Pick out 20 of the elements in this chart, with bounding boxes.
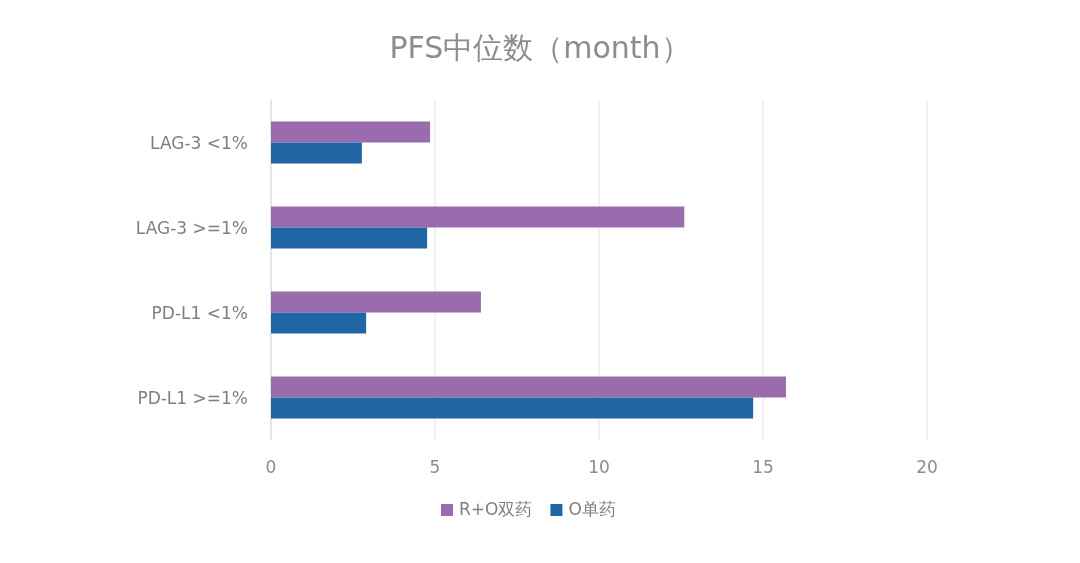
bar (271, 227, 428, 249)
bar (271, 121, 431, 143)
bar (271, 376, 786, 398)
legend-label: O单药 (568, 499, 616, 519)
y-tick-label: LAG-3 <1% (150, 132, 248, 153)
bar (271, 397, 754, 419)
y-tick-label: PD-L1 >=1% (137, 387, 248, 408)
x-tick-label: 5 (429, 457, 441, 477)
bar (271, 206, 685, 228)
bar (271, 312, 367, 334)
bar (271, 291, 481, 313)
chart-title: PFS中位数（month） (389, 30, 691, 65)
bar (271, 142, 362, 164)
x-tick-label: 0 (265, 457, 277, 477)
y-tick-label: LAG-3 >=1% (135, 217, 248, 238)
legend-label: R+O双药 (459, 499, 533, 519)
x-tick-label: 10 (588, 457, 610, 477)
y-tick-label: PD-L1 <1% (151, 302, 248, 323)
x-tick-label: 20 (916, 457, 938, 477)
x-tick-label: 15 (752, 457, 774, 477)
